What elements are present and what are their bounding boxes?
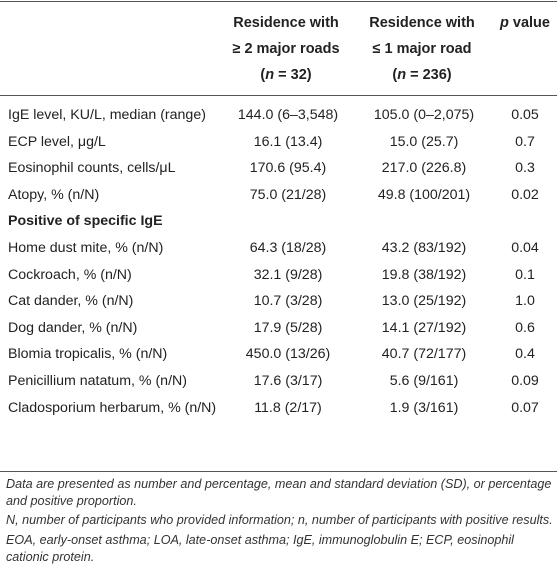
table-footnotes: Data are presented as number and percent…	[6, 476, 554, 568]
cell-two-plus-roads: 64.3 (18/28)	[249, 240, 327, 256]
cell-p-value: 0.09	[511, 373, 539, 389]
row-label: Cockroach, % (n/N)	[8, 266, 132, 283]
table-row: IgE level, KU/L, median (range) 144.0 (6–…	[0, 102, 557, 128]
table-row: Blomia tropicalis, % (n/N) 450.0 (13/26) 4…	[0, 341, 557, 367]
header-col2-line2: ≤ 1 major road	[372, 41, 472, 57]
footnote: Data are presented as number and percent…	[6, 477, 552, 509]
bottom-rule	[0, 471, 557, 472]
cell-p-value: 0.07	[511, 399, 539, 416]
cell-one-road: 14.1 (27/192)	[381, 319, 467, 336]
header-col1-line2: ≥ 2 major roads	[232, 41, 340, 57]
cell-two-plus-roads: 17.9 (5/28)	[253, 319, 323, 336]
cell-p-value: 1.0	[515, 293, 535, 310]
cell-p-value: 0.7	[515, 133, 535, 150]
row-label: ECP level, μg/L	[8, 133, 106, 150]
cell-two-plus-roads: 32.1 (9/28)	[253, 266, 323, 283]
cell-p-value: 0.02	[511, 186, 539, 203]
cell-one-road: 217.0 (226.8)	[381, 160, 467, 177]
header-col-two-plus-roads: Residence with ≥ 2 major roads (n = 32)	[222, 10, 350, 88]
header-col2-n-value: = 236)	[406, 67, 452, 83]
table-row: Home dust mite, % (n/N) 64.3 (18/28) 43.2 …	[0, 235, 557, 261]
footnote: EOA, early-onset asthma; LOA, late-onset…	[6, 532, 514, 564]
cell-one-road: 5.6 (9/161)	[389, 373, 459, 389]
header-rule	[0, 95, 557, 96]
cell-two-plus-roads: 11.8 (2/17)	[254, 399, 322, 416]
cell-one-road: 105.0 (0–2,075)	[373, 107, 475, 123]
row-label: IgE level, KU/L, median (range)	[8, 107, 206, 123]
top-rule	[0, 1, 557, 2]
table-row: ECP level, μg/L 16.1 (13.4) 15.0 (25.7) 0.7	[0, 129, 557, 155]
cell-p-value: 0.6	[515, 319, 535, 336]
table-row: Eosinophil counts, cells/μL 170.6 (95.4) 2…	[0, 155, 557, 181]
cell-two-plus-roads: 170.6 (95.4)	[249, 160, 327, 177]
table-row: Cladosporium herbarum, % (n/N) 11.8 (2/17…	[0, 395, 557, 421]
row-label: Eosinophil counts, cells/μL	[8, 160, 176, 177]
row-label: Penicillium natatum, % (n/N)	[8, 373, 187, 389]
row-label: Cat dander, % (n/N)	[8, 293, 134, 310]
cell-two-plus-roads: 10.7 (3/28)	[253, 293, 323, 310]
row-label: Dog dander, % (n/N)	[8, 319, 138, 336]
cell-two-plus-roads: 450.0 (13/26)	[245, 346, 331, 363]
header-col2-n-label: n	[397, 67, 407, 83]
table-row: Cockroach, % (n/N) 32.1 (9/28) 19.8 (38/19…	[0, 262, 557, 288]
header-col2-n: (n = 236)	[392, 67, 452, 83]
row-label: Blomia tropicalis, % (n/N)	[8, 346, 168, 363]
header-col-one-road: Residence with ≤ 1 major road (n = 236)	[358, 10, 486, 88]
cell-one-road: 49.8 (100/201)	[377, 186, 471, 203]
cell-p-value: 0.05	[511, 107, 539, 123]
cell-two-plus-roads: 16.1 (13.4)	[253, 133, 323, 150]
header-col-p-value: p value	[496, 10, 554, 36]
table-row: Penicillium natatum, % (n/N) 17.6 (3/17) 5…	[0, 368, 557, 394]
header-col1-n: (n = 32)	[260, 67, 312, 83]
cell-one-road: 15.0 (25.7)	[389, 133, 459, 150]
cell-one-road: 40.7 (72/177)	[381, 346, 467, 363]
header-col1-n-label: n	[265, 67, 275, 83]
cell-one-road: 1.9 (3/161)	[389, 399, 459, 416]
table-row: Dog dander, % (n/N) 17.9 (5/28) 14.1 (27/1…	[0, 315, 557, 341]
cell-one-road: 19.8 (38/192)	[381, 266, 467, 283]
header-col2-line1: Residence with	[369, 15, 475, 31]
cell-two-plus-roads: 144.0 (6–3,548)	[237, 107, 339, 123]
header-p-italic: p	[500, 15, 509, 31]
cell-one-road: 43.2 (83/192)	[381, 240, 467, 256]
table-row: Cat dander, % (n/N) 10.7 (3/28) 13.0 (25/1…	[0, 288, 557, 314]
table-row: Atopy, % (n/N) 75.0 (21/28) 49.8 (100/201)…	[0, 182, 557, 208]
cell-p-value: 0.3	[515, 160, 535, 177]
cell-p-value: 0.4	[515, 346, 535, 363]
section-header-row: Positive of specific IgE	[0, 208, 557, 234]
header-p-value-text: value	[508, 15, 550, 31]
row-label: Atopy, % (n/N)	[8, 186, 100, 203]
row-label: Home dust mite, % (n/N)	[8, 240, 164, 256]
cell-two-plus-roads: 17.6 (3/17)	[253, 373, 323, 389]
row-label: Positive of specific IgE	[8, 213, 163, 230]
header-col1-n-value: = 32)	[274, 67, 312, 83]
cell-p-value: 0.1	[515, 266, 535, 283]
header-col1-line1: Residence with	[233, 15, 339, 31]
row-label: Cladosporium herbarum, % (n/N)	[8, 399, 217, 416]
cell-p-value: 0.04	[511, 240, 539, 256]
cell-two-plus-roads: 75.0 (21/28)	[249, 186, 327, 203]
cell-one-road: 13.0 (25/192)	[381, 293, 467, 310]
footnote: N, number of participants who provided i…	[6, 513, 553, 528]
